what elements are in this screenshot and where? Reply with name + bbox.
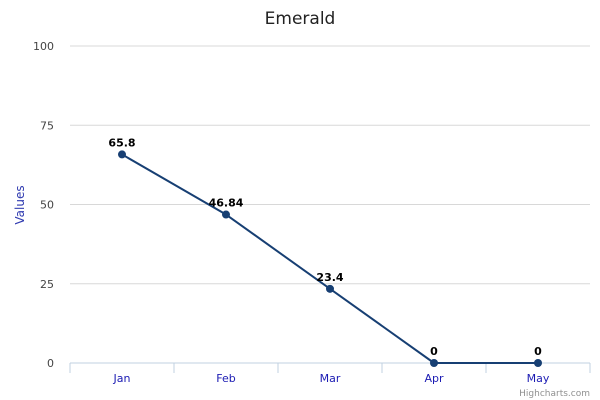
x-tick-label: May (527, 372, 550, 385)
data-point[interactable] (430, 359, 438, 367)
y-tick-label: 50 (40, 199, 54, 212)
grid-lines (70, 45, 590, 285)
credits-link[interactable]: Highcharts.com (519, 389, 590, 399)
y-axis-label: Values (13, 185, 27, 224)
data-label: 46.84 (209, 197, 244, 210)
x-tick-label: Mar (320, 372, 341, 385)
data-label: 0 (534, 345, 542, 358)
data-point[interactable] (326, 284, 334, 293)
y-tick-label: 75 (40, 119, 54, 132)
y-tick-labels: 0 25 50 75 100 (33, 40, 54, 370)
chart-title: Emerald (265, 9, 336, 29)
x-tick-label: Jan (113, 372, 131, 385)
y-tick-label: 0 (47, 357, 54, 370)
y-tick-label: 25 (40, 278, 54, 291)
data-label: 0 (430, 345, 438, 358)
data-labels: 65.8 46.84 23.4 0 0 (108, 136, 542, 358)
data-label: 65.8 (108, 136, 135, 149)
data-point[interactable] (222, 210, 230, 219)
data-label: 23.4 (316, 271, 343, 284)
x-tick-label: Apr (424, 372, 444, 385)
series-line (121, 153, 538, 364)
series-group (118, 150, 542, 367)
x-tick-label: Feb (216, 372, 235, 385)
data-point[interactable] (534, 359, 542, 367)
data-point[interactable] (118, 150, 126, 159)
x-axis: Jan Feb Mar Apr May (69, 362, 591, 385)
y-tick-label: 100 (33, 40, 54, 53)
